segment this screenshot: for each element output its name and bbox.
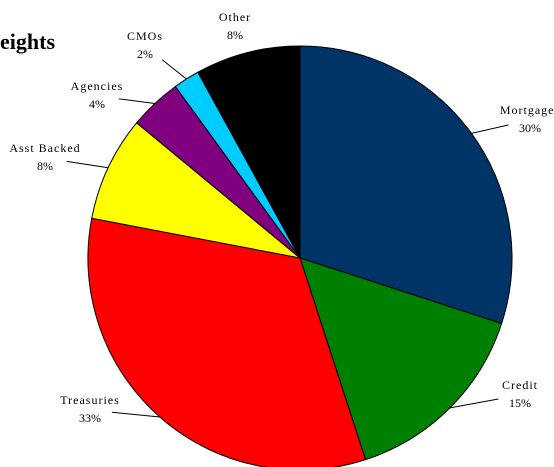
slice-label: Agencies — [71, 79, 124, 93]
leader-line — [118, 98, 155, 104]
slice-value-label: 15% — [509, 396, 531, 410]
leader-line — [161, 59, 187, 80]
pie-slice — [299, 45, 513, 325]
slice-label: Asst Backed — [9, 141, 80, 155]
slice-value-label: 8% — [227, 28, 243, 42]
leader-line — [66, 160, 109, 169]
pie-slice — [299, 257, 503, 461]
leader-line — [471, 124, 509, 134]
slice-value-label: 4% — [89, 97, 105, 111]
slice-label: Other — [219, 10, 251, 24]
slice-label: Mortgages — [500, 103, 554, 117]
pie-slice — [91, 122, 301, 259]
slice-value-label: 2% — [137, 47, 153, 61]
leader-line — [111, 411, 160, 418]
slice-label: CMOs — [127, 29, 163, 43]
slice-value-label: 30% — [519, 121, 541, 135]
leader-line — [449, 398, 499, 409]
chart-title: eights — [0, 29, 55, 54]
slice-label: Credit — [502, 378, 538, 392]
pie-slice — [87, 217, 367, 467]
slice-label: Treasuries — [60, 393, 120, 407]
slice-value-label: 8% — [37, 159, 53, 173]
pie-slice — [197, 45, 301, 259]
slice-value-label: 33% — [79, 411, 101, 425]
